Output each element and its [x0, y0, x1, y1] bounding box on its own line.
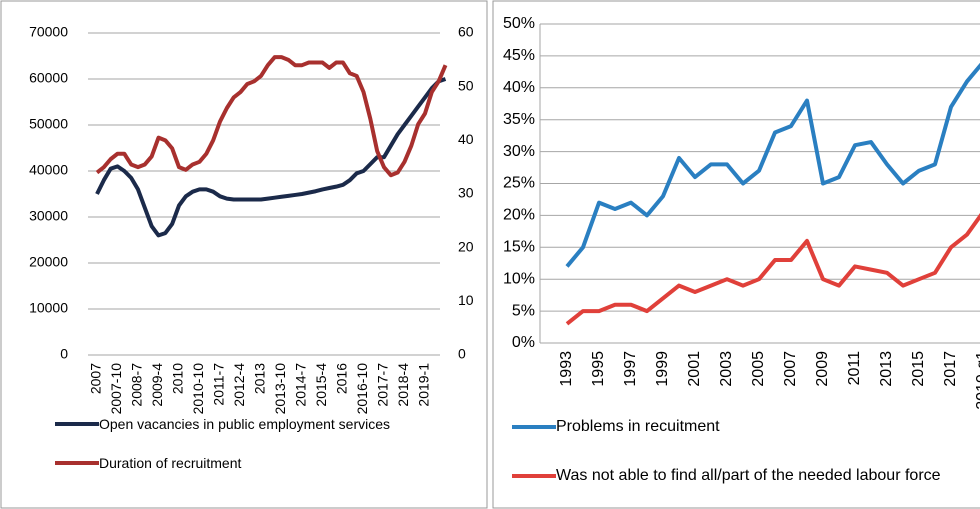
legend-label: Was not able to find all/part of the nee… — [556, 467, 941, 484]
y-tick-label: 45% — [503, 47, 535, 64]
x-tick-label: 1997 — [622, 351, 639, 387]
legend-item: Open vacancies in public employment serv… — [99, 416, 391, 432]
legend-item: Was not able to find all/part of the nee… — [556, 467, 941, 484]
data-line — [565, 62, 980, 268]
y2-tick-label: 60 — [458, 24, 474, 40]
x-tick-label: 2015-4 — [313, 363, 329, 407]
y-tick-label: 5% — [512, 302, 535, 319]
y-tick-label: 60000 — [29, 70, 68, 86]
x-tick-label: 2009-4 — [149, 363, 165, 407]
x-tick-label: 2003 — [718, 351, 735, 387]
x-tick-label: 2012-4 — [231, 363, 247, 407]
x-tick-label: 2014-7 — [293, 363, 309, 407]
x-tick-label: 2007-10 — [108, 363, 124, 415]
x-tick-label: 2013 — [252, 363, 268, 394]
x-tick-label: 2017-7 — [375, 363, 391, 407]
x-tick-label: 2016 — [334, 363, 350, 394]
y-tick-label: 30000 — [29, 208, 68, 224]
data-line — [95, 77, 447, 238]
legend-label: Open vacancies in public employment serv… — [99, 416, 391, 432]
y-tick-label: 50000 — [29, 116, 68, 132]
panel-border — [0, 0, 488, 509]
x-tick-label: 2011 — [846, 351, 863, 386]
legend-label: Duration of recruitment — [99, 455, 242, 471]
y-tick-label: 40% — [503, 79, 535, 96]
y-tick-label: 0% — [512, 334, 535, 351]
y2-tick-label: 50 — [458, 77, 474, 93]
x-tick-label: 2010-10 — [190, 363, 206, 415]
x-tick-label: 2009 — [814, 351, 831, 387]
x-tick-label: 2010 — [170, 363, 186, 394]
x-tick-label: 1993 — [558, 351, 575, 387]
y2-tick-label: 40 — [458, 131, 474, 147]
y2-tick-label: 0 — [458, 346, 466, 362]
x-tick-label: 1999 — [654, 351, 671, 387]
data-line — [565, 212, 980, 326]
x-tick-label: 2007 — [88, 363, 104, 394]
x-tick-label: 2001 — [686, 351, 703, 387]
x-tick-label: 2019-q1 — [974, 351, 980, 410]
x-tick-label: 2019-1 — [416, 363, 432, 407]
x-tick-label: 2013-10 — [272, 363, 288, 415]
legend-item: Duration of recruitment — [99, 455, 242, 471]
x-tick-label: 2015 — [910, 351, 927, 387]
x-tick-label: 2016-10 — [354, 363, 370, 415]
x-tick-label: 2008-7 — [129, 363, 145, 407]
legend-item: Problems in recuitment — [556, 418, 720, 435]
y-tick-label: 70000 — [29, 24, 68, 40]
y-tick-label: 15% — [503, 239, 535, 256]
y2-tick-label: 30 — [458, 185, 474, 201]
data-line — [95, 55, 448, 178]
y-tick-label: 40000 — [29, 162, 68, 178]
x-tick-label: 2011-7 — [211, 363, 227, 406]
y-tick-label: 35% — [503, 111, 535, 128]
y-tick-label: 25% — [503, 175, 535, 192]
y2-tick-label: 20 — [458, 238, 474, 254]
y-tick-label: 10000 — [29, 300, 68, 316]
x-tick-label: 2007 — [782, 351, 799, 387]
panel-border — [492, 0, 980, 509]
y-tick-label: 0 — [60, 346, 68, 362]
x-tick-label: 2013 — [878, 351, 895, 387]
y-tick-label: 30% — [503, 143, 535, 160]
legend-label: Problems in recuitment — [556, 418, 720, 435]
x-tick-label: 2005 — [750, 351, 767, 387]
y2-tick-label: 10 — [458, 292, 474, 308]
y-tick-label: 20% — [503, 207, 535, 224]
y-tick-label: 10% — [503, 270, 535, 287]
y-tick-label: 20000 — [29, 254, 68, 270]
y-tick-label: 50% — [503, 15, 535, 32]
x-tick-label: 1995 — [590, 351, 607, 387]
x-tick-label: 2018-4 — [395, 363, 411, 407]
x-tick-label: 2017 — [942, 351, 959, 387]
